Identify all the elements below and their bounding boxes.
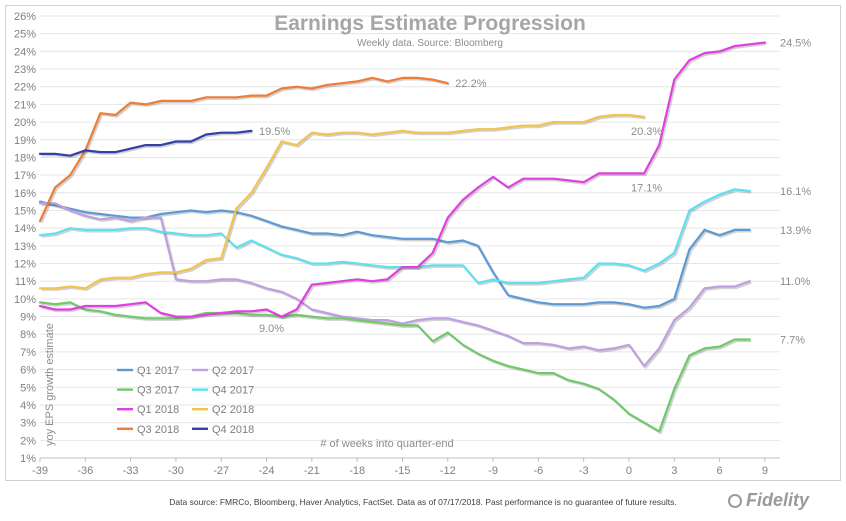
- chart-frame: [5, 5, 841, 481]
- fidelity-logo-icon: [728, 494, 742, 508]
- series-line-q4-2018: [38, 129, 253, 157]
- y-tick-label: 8%: [20, 329, 36, 341]
- x-tick-label: 9: [762, 465, 768, 477]
- legend-label-q3-2018: Q3 2018: [137, 424, 179, 436]
- footnote: Data source: FMRCo, Bloomberg, Haver Ana…: [169, 497, 677, 507]
- x-tick-label: -6: [533, 465, 543, 477]
- data-label: 17.1%: [631, 182, 662, 194]
- legend-label-q2-2018: Q2 2018: [212, 404, 254, 416]
- y-tick-label: 1%: [20, 453, 36, 465]
- series-line-q1-2018: [38, 41, 767, 318]
- y-tick-label: 24%: [14, 46, 36, 58]
- x-tick-label: -15: [394, 465, 410, 477]
- y-tick-label: 5%: [20, 382, 36, 394]
- series-line-q3-2017: [38, 301, 751, 433]
- earnings-chart: 1% 2% 3% 4% 5% 6% 7% 8% 9% 10% 11% 12% 13% 14% 15% 16% 1…: [14, 11, 811, 477]
- chart-subtitle: Weekly data. Source: Bloomberg: [357, 38, 503, 49]
- data-label: 20.3%: [631, 126, 662, 138]
- data-label: 19.5%: [259, 126, 290, 138]
- y-axis-label: yoy EPS growth estimate: [44, 323, 56, 446]
- x-tick-label: -12: [440, 465, 456, 477]
- y-tick-label: 2%: [20, 435, 36, 447]
- legend-label-q3-2017: Q3 2017: [137, 385, 179, 397]
- y-tick-label: 9%: [20, 312, 36, 324]
- series-line-q3-2018: [38, 76, 449, 223]
- data-label: 24.5%: [780, 38, 811, 50]
- x-tick-label: -36: [77, 465, 93, 477]
- data-label: 7.7%: [780, 335, 805, 347]
- x-tick-label: -39: [32, 465, 48, 477]
- x-tick-label: 0: [626, 465, 632, 477]
- series-line-q1-2017: [38, 200, 751, 309]
- y-tick-label: 18%: [14, 152, 36, 164]
- y-tick-label: 22%: [14, 82, 36, 94]
- y-tick-label: 10%: [14, 294, 36, 306]
- y-tick-label: 23%: [14, 64, 36, 76]
- y-tick-label: 25%: [14, 29, 36, 41]
- legend-label-q1-2018: Q1 2018: [137, 404, 179, 416]
- series-shadow-q1-2017: [41, 202, 752, 311]
- data-label: 22.2%: [455, 78, 486, 90]
- y-tick-label: 20%: [14, 117, 36, 129]
- y-tick-label: 26%: [14, 11, 36, 23]
- data-label: 13.9%: [780, 225, 811, 237]
- fidelity-logo: Fidelity: [746, 490, 810, 510]
- data-label: 16.1%: [780, 186, 811, 198]
- series-line-q2-2017: [38, 202, 751, 368]
- x-tick-label: -21: [304, 465, 320, 477]
- series-shadow-q2-2018: [41, 115, 646, 291]
- legend-label-q4-2018: Q4 2018: [212, 424, 254, 436]
- data-label: 9.0%: [259, 323, 284, 335]
- y-tick-label: 21%: [14, 99, 36, 111]
- chart-title: Earnings Estimate Progression: [274, 12, 586, 35]
- y-tick-label: 4%: [20, 400, 36, 412]
- x-tick-label: 3: [671, 465, 677, 477]
- y-tick-label: 7%: [20, 347, 36, 359]
- y-tick-label: 15%: [14, 205, 36, 217]
- y-tick-label: 16%: [14, 188, 36, 200]
- y-tick-label: 3%: [20, 418, 36, 430]
- y-tick-label: 12%: [14, 259, 36, 271]
- series-line-q4-2017: [38, 188, 751, 285]
- x-tick-label: 6: [717, 465, 723, 477]
- x-tick-label: -9: [488, 465, 498, 477]
- series-shadow-q4-2018: [41, 131, 254, 159]
- data-label: 11.0%: [780, 276, 811, 288]
- y-tick-label: 19%: [14, 135, 36, 147]
- series-line-q2-2018: [38, 113, 646, 290]
- series-shadow-q1-2018: [41, 42, 767, 320]
- legend-label-q4-2017: Q4 2017: [212, 385, 254, 397]
- y-tick-label: 11%: [15, 276, 36, 288]
- x-tick-label: -24: [259, 465, 275, 477]
- x-tick-label: -18: [349, 465, 365, 477]
- series-shadow-q3-2018: [40, 78, 450, 224]
- y-tick-label: 13%: [14, 241, 36, 253]
- x-tick-label: -33: [123, 465, 139, 477]
- x-tick-label: -27: [213, 465, 229, 477]
- legend-label-q2-2017: Q2 2017: [212, 365, 254, 377]
- y-tick-label: 14%: [14, 223, 36, 235]
- x-axis-label: # of weeks into quarter-end: [320, 438, 453, 450]
- y-tick-label: 6%: [20, 365, 36, 377]
- y-tick-label: 17%: [14, 170, 36, 182]
- x-tick-label: -30: [168, 465, 184, 477]
- legend-label-q1-2017: Q1 2017: [137, 365, 179, 377]
- x-tick-label: -3: [579, 465, 589, 477]
